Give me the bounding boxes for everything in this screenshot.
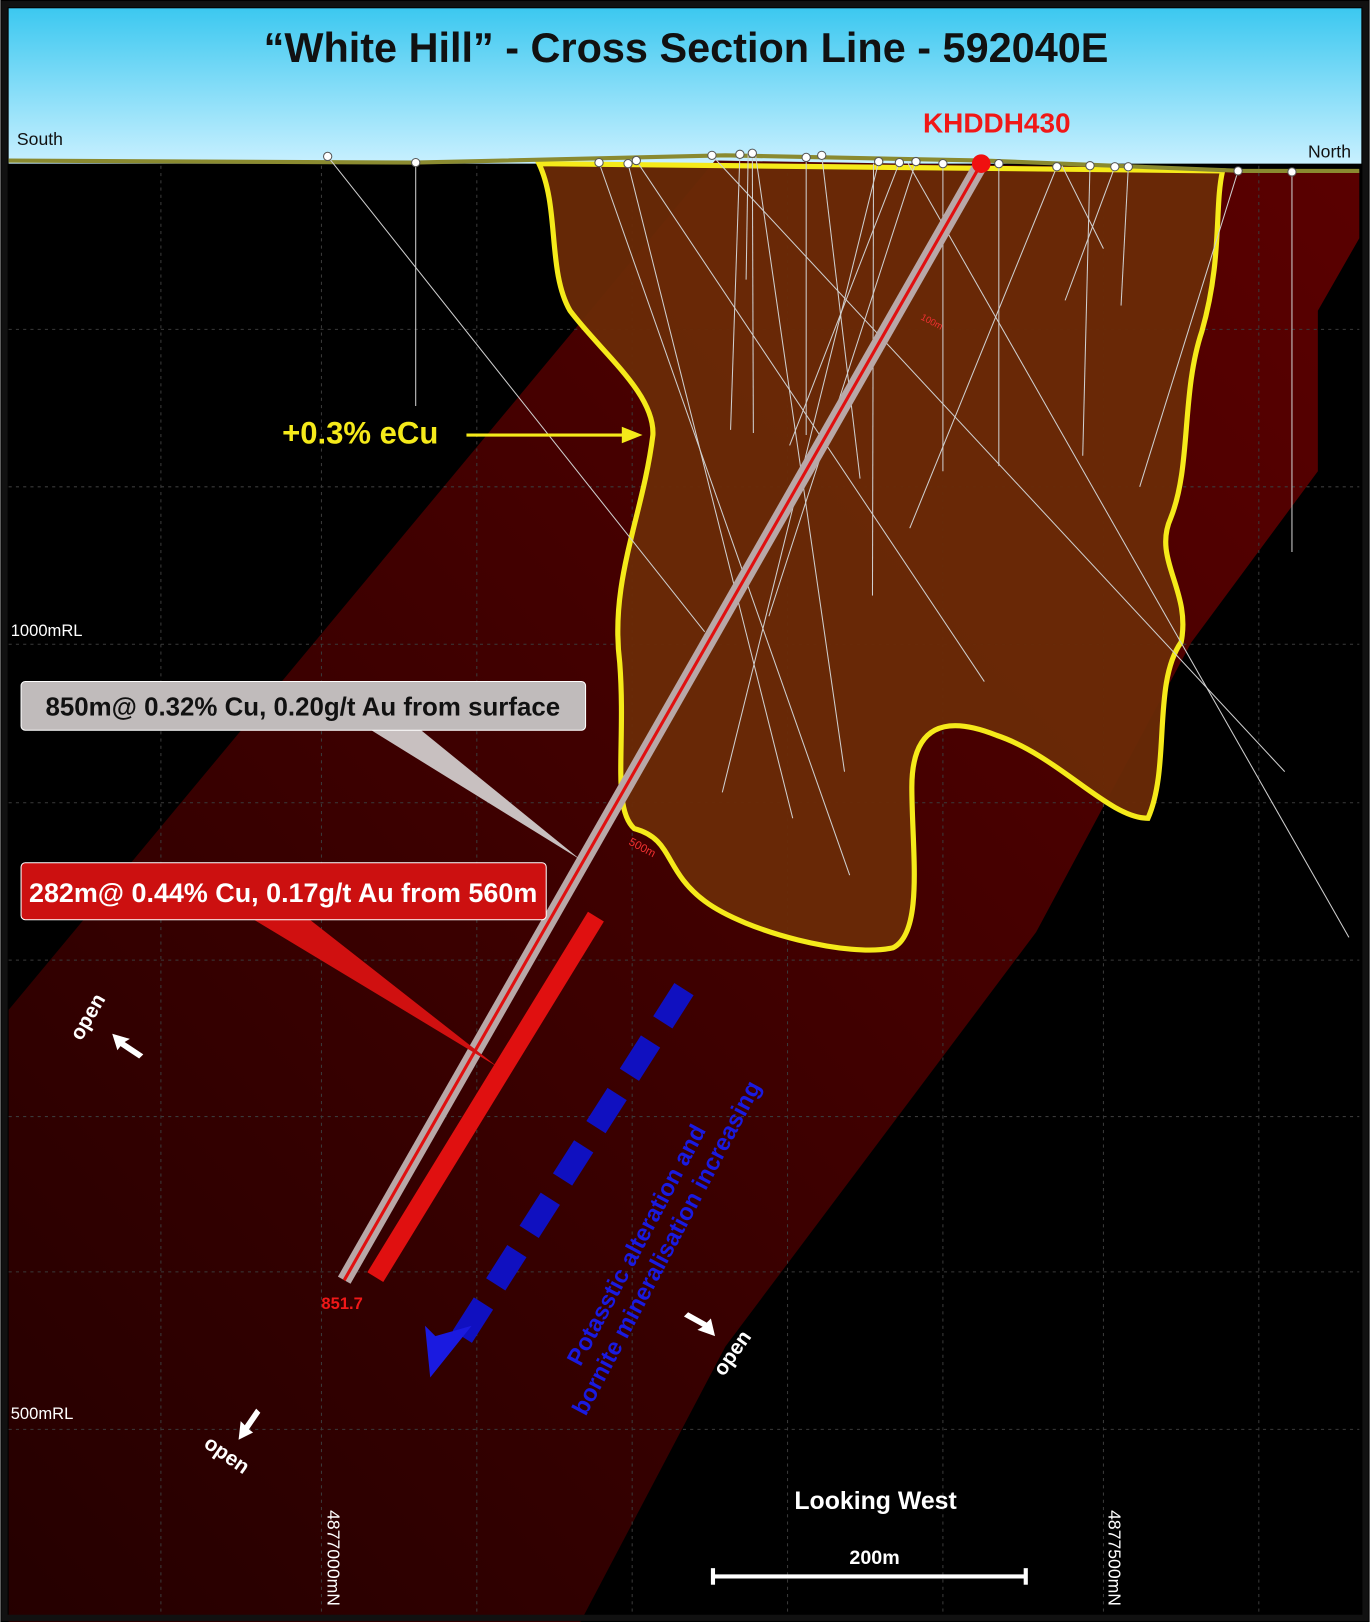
rl-label: 500mRL [11,1404,74,1423]
title: “White Hill” - Cross Section Line - 5920… [264,24,1109,71]
scale-label: 200m [849,1547,899,1569]
drillholes [323,148,1350,938]
intercept-282m [367,911,604,1282]
khddh430-intercept [342,162,983,1281]
northing-label: 4877500mN [1105,1510,1125,1606]
orebody-outline [534,161,1226,953]
open-arrow [683,1312,716,1337]
end-depth-label: 851.7 [321,1294,362,1313]
rl-label: 1000mRL [11,621,83,640]
khddh430-collar [971,154,991,173]
ground-surface [8,153,1360,173]
view-direction: Looking West [794,1488,956,1515]
trend-arrowhead [425,1325,472,1378]
callout-box [20,681,587,731]
north-label: North [1308,141,1351,161]
callout-text: 850m@ 0.32% Cu, 0.20g/t Au from surface [45,694,560,722]
sky [8,8,1362,164]
open-arrow [112,1033,144,1059]
northing-label: 4877000mN [324,1510,344,1606]
callout-pointer [248,916,498,1067]
open-arrow [238,1408,261,1440]
callout-text: 282m@ 0.44% Cu, 0.17g/t Au from 560m [29,878,537,908]
contour-arrowhead [621,426,643,444]
drillhole-label: KHDDH430 [923,108,1071,139]
south-label: South [17,129,63,149]
contour-label: +0.3% eCu [282,415,438,450]
callout-box [20,862,547,921]
trend-arrow [446,983,694,1353]
